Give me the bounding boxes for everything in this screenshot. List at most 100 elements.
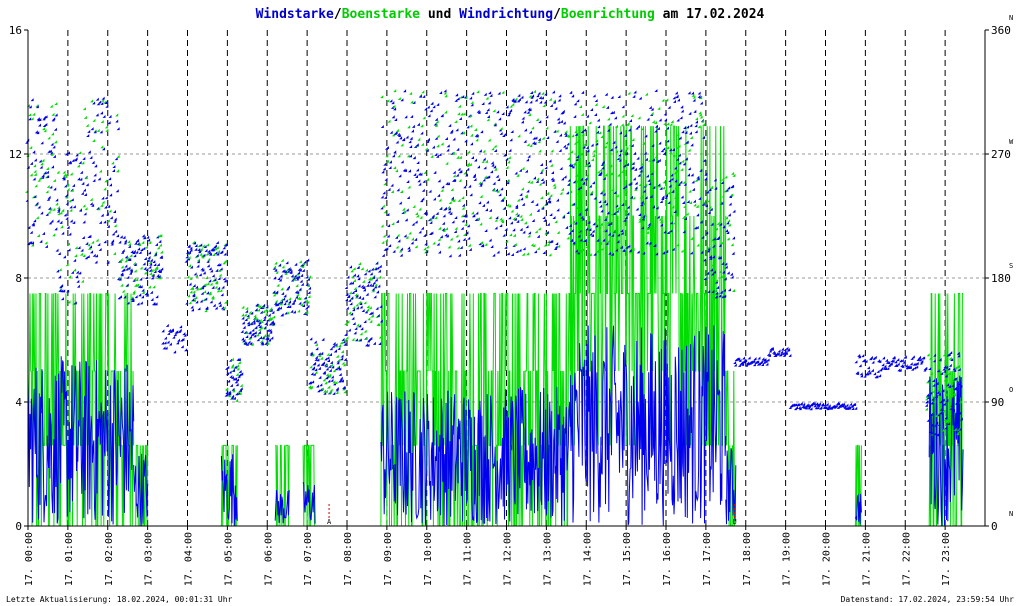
wind-dir-point-256 <box>138 250 142 254</box>
wind-dir-point-924 <box>445 181 449 185</box>
wind-dir-point-1702 <box>834 404 838 408</box>
wind-dir-point-1133 <box>537 137 541 141</box>
gust-dir-point-104 <box>104 125 108 129</box>
wind-dir-point-146 <box>89 202 93 206</box>
wind-dir-point-743 <box>365 343 369 347</box>
wind-dir-point-774 <box>378 264 382 268</box>
wind-dir-point-872 <box>422 94 426 98</box>
wind-dir-point-28 <box>37 205 41 209</box>
wind-dir-point-1755 <box>877 359 881 363</box>
wind-dir-point-493 <box>254 325 258 329</box>
wind-dir-point-392 <box>209 300 213 304</box>
gust-dir-point-60 <box>67 242 71 246</box>
gust-dir-point-703 <box>606 221 610 225</box>
gust-dir-point-560 <box>501 220 505 224</box>
wind-dir-point-1768 <box>887 361 891 365</box>
wind-dir-point-457 <box>238 373 242 377</box>
wind-dir-point-200 <box>113 217 117 221</box>
gust-dir-point-164 <box>159 250 163 254</box>
wind-dir-point-22 <box>34 130 38 134</box>
wind-dir-point-1361 <box>638 96 642 100</box>
wind-dir-point-247 <box>134 295 138 299</box>
wind-dir-point-1890 <box>957 367 961 371</box>
wind-dir-point-1561 <box>727 186 731 190</box>
gust-dir-point-90 <box>92 118 96 122</box>
gust-dir-point-570 <box>508 204 512 208</box>
wind-dir-point-1176 <box>556 117 560 121</box>
wind-dir-point-1296 <box>609 111 613 115</box>
wind-dir-point-1253 <box>591 233 595 237</box>
wind-dir-point-533 <box>272 322 276 326</box>
gust-dir-point-771 <box>664 215 668 219</box>
wind-dir-point-709 <box>350 312 354 316</box>
wind-dir-point-260 <box>140 248 144 252</box>
wind-dir-point-749 <box>367 269 371 273</box>
wind-dir-point-405 <box>215 268 219 272</box>
gust-dir-point-6 <box>30 117 34 121</box>
wind-dir-point-1600 <box>753 357 757 361</box>
wind-dir-point-285 <box>151 273 155 277</box>
wind-dir-point-801 <box>390 105 394 109</box>
wind-dir-point-268 <box>143 257 147 261</box>
gust-dir-point-192 <box>202 298 206 302</box>
gust-dir-point-774 <box>666 122 670 126</box>
gust-dir-point-109 <box>113 251 117 255</box>
wind-dir-point-386 <box>206 264 210 268</box>
wind-dir-point-322 <box>173 333 177 337</box>
wind-dir-point-972 <box>466 125 470 129</box>
wind-dir-point-1345 <box>631 161 635 165</box>
wind-dir-point-1030 <box>492 253 496 257</box>
wind-dir-point-1382 <box>648 182 652 186</box>
wind-dir-point-432 <box>227 379 231 383</box>
wind-dir-point-1328 <box>624 184 628 188</box>
wind-dir-point-632 <box>316 384 320 388</box>
wind-dir-point-790 <box>385 146 389 150</box>
wind-dir-point-1281 <box>603 199 607 203</box>
gust-dir-point-428 <box>391 133 395 137</box>
wind-dir-point-1470 <box>687 173 691 177</box>
gust-dir-point-677 <box>588 121 592 125</box>
gust-dir-point-742 <box>639 195 643 199</box>
wind-dir-point-663 <box>329 347 333 351</box>
wind-dir-point-890 <box>430 231 434 235</box>
wind-dir-point-1459 <box>682 230 686 234</box>
wind-dir-point-34 <box>40 211 44 215</box>
wind-dir-point-45 <box>44 244 48 248</box>
wind-dir-point-759 <box>372 275 376 279</box>
wind-dir-point-860 <box>416 122 420 126</box>
wind-dir-point-1737 <box>862 358 866 362</box>
wind-dir-point-416 <box>220 250 224 254</box>
wind-dir-point-125 <box>80 248 84 252</box>
wind-dir-point-138 <box>86 134 90 138</box>
gust-dir-point-784 <box>673 196 677 200</box>
wind-dir-point-65 <box>53 127 57 131</box>
wind-dir-point-458 <box>238 369 242 373</box>
wind-dir-point-886 <box>428 189 432 193</box>
event-marker-0: A <box>327 518 332 526</box>
wind-dir-point-740 <box>363 272 367 276</box>
compass-label-0: N <box>1009 510 1013 518</box>
wind-dir-point-1072 <box>510 253 514 257</box>
wind-dir-point-1220 <box>576 99 580 103</box>
wind-dir-point-738 <box>362 288 366 292</box>
wind-dir-point-61 <box>52 117 56 121</box>
wind-dir-point-1869 <box>948 384 952 388</box>
wind-dir-point-31 <box>38 159 42 163</box>
wind-dir-point-1009 <box>482 157 486 161</box>
wind-dir-point-67 <box>54 113 58 117</box>
gust-dir-point-407 <box>374 283 378 287</box>
wind-dir-point-1598 <box>752 359 756 363</box>
wind-dir-point-1177 <box>557 120 561 124</box>
wind-dir-point-1080 <box>514 171 518 175</box>
gust-dir-point-325 <box>308 385 312 389</box>
wind-dir-point-1723 <box>851 407 855 411</box>
gust-dir-point-794 <box>681 159 685 163</box>
gust-dir-point-414 <box>380 95 384 99</box>
wind-dir-point-409 <box>217 286 221 290</box>
wind-dir-point-1763 <box>883 364 887 368</box>
gust-dir-point-745 <box>641 127 645 131</box>
wind-dir-point-675 <box>334 367 338 371</box>
wind-dir-point-761 <box>372 341 376 345</box>
gust-dir-point-382 <box>355 303 359 307</box>
